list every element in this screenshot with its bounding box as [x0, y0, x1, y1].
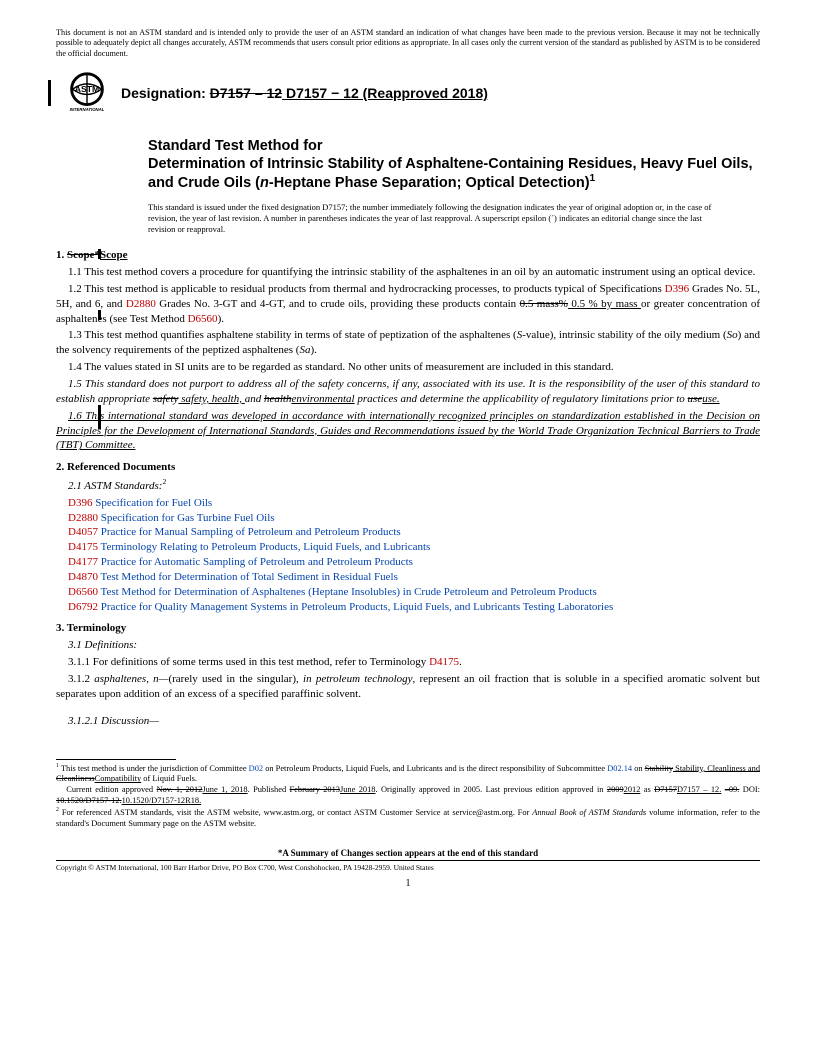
title-line2b: -Heptane Phase Separation; Optical Detec… — [269, 175, 590, 191]
ref-item: D4175 Terminology Relating to Petroleum … — [68, 540, 760, 555]
ref-item: D6560 Test Method for Determination of A… — [68, 585, 760, 600]
change-bar-icon — [48, 80, 51, 106]
para-1-5: 1.5 This standard does not purport to ad… — [56, 377, 760, 407]
title-sup: 1 — [590, 173, 596, 184]
ref-item: D2880 Specification for Gas Turbine Fuel… — [68, 511, 760, 526]
page-number: 1 — [56, 878, 760, 889]
s1-old: Scope* — [67, 249, 100, 261]
designation-new: D7157 − 12 (Reapproved 2018) — [282, 85, 488, 101]
ref-item: D4870 Test Method for Determination of T… — [68, 570, 760, 585]
astm-logo: ASTM INTERNATIONAL — [63, 69, 111, 117]
summary-changes-note: *A Summary of Changes section appears at… — [56, 848, 760, 858]
s1-num: 1. — [56, 249, 67, 261]
reference-list: D396 Specification for Fuel Oils D2880 S… — [68, 496, 760, 615]
para-1-3: 1.3 This test method quantifies asphalte… — [56, 328, 760, 358]
designation-old: D7157 – 12 — [210, 85, 282, 101]
title-ital: n — [260, 175, 269, 191]
top-disclaimer: This document is not an ASTM standard an… — [56, 28, 760, 59]
section-2-sub: 2.1 ASTM Standards:2 — [56, 477, 760, 494]
footnote-2: 2 For referenced ASTM standards, visit t… — [56, 807, 760, 830]
change-bar-icon — [98, 405, 101, 429]
section-3-head: 3. Terminology — [56, 622, 760, 634]
ref-d6560[interactable]: D6560 — [188, 313, 218, 325]
section-1-head: 1. Scope*Scope — [56, 249, 760, 261]
footnotes: 1 This test method is under the jurisdic… — [56, 759, 760, 830]
para-1-6: 1.6 This international standard was deve… — [56, 409, 760, 454]
standard-title: Standard Test Method for Determination o… — [148, 137, 760, 192]
issued-note: This standard is issued under the fixed … — [148, 202, 760, 235]
s1-new: Scope — [100, 249, 128, 261]
footnote-1: 1 This test method is under the jurisdic… — [56, 763, 760, 786]
para-3-1-2: 3.1.2 asphaltenes, n—(rarely used in the… — [56, 672, 760, 702]
designation: Designation: D7157 – 12 D7157 − 12 (Reap… — [121, 85, 488, 101]
footnote-1b: Current edition approved Nov. 1, 2012Jun… — [56, 785, 760, 807]
svg-text:ASTM: ASTM — [75, 84, 99, 94]
change-bar-icon — [98, 249, 101, 259]
ref-d396[interactable]: D396 — [665, 283, 689, 295]
para-1-1: 1.1 This test method covers a procedure … — [56, 265, 760, 280]
para-1-2: 1.2 This test method is applicable to re… — [56, 282, 760, 327]
ref-d2880[interactable]: D2880 — [126, 298, 156, 310]
bottom-rule — [56, 860, 760, 861]
ref-item: D4057 Practice for Manual Sampling of Pe… — [68, 525, 760, 540]
designation-label: Designation: — [121, 85, 210, 101]
ref-item: D4177 Practice for Automatic Sampling of… — [68, 555, 760, 570]
ref-d4175[interactable]: D4175 — [429, 656, 459, 668]
para-3-1-1: 3.1.1 For definitions of some terms used… — [56, 655, 760, 670]
title-line1: Standard Test Method for — [148, 138, 323, 154]
section-2-head: 2. Referenced Documents — [56, 461, 760, 473]
header-row: ASTM INTERNATIONAL Designation: D7157 – … — [48, 69, 760, 117]
copyright: Copyright © ASTM International, 100 Barr… — [56, 863, 760, 872]
para-1-4: 1.4 The values stated in SI units are to… — [56, 360, 760, 375]
section-3-sub: 3.1 Definitions: — [56, 638, 760, 653]
change-bar-icon — [98, 310, 101, 320]
svg-text:INTERNATIONAL: INTERNATIONAL — [70, 107, 105, 112]
ref-item: D6792 Practice for Quality Management Sy… — [68, 600, 760, 615]
ref-item: D396 Specification for Fuel Oils — [68, 496, 760, 511]
title-block: Standard Test Method for Determination o… — [148, 137, 760, 192]
para-3-1-2-1: 3.1.2.1 Discussion— — [56, 714, 760, 729]
